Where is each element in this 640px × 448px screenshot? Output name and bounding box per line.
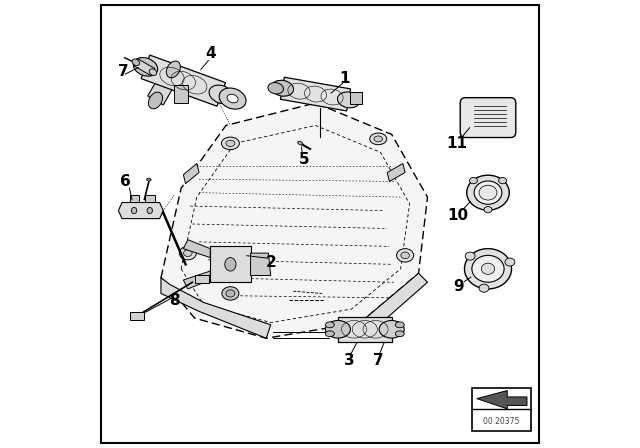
- Polygon shape: [184, 240, 210, 258]
- Ellipse shape: [396, 322, 404, 328]
- Ellipse shape: [374, 136, 383, 142]
- Ellipse shape: [481, 263, 495, 274]
- Ellipse shape: [325, 322, 334, 328]
- Bar: [472, 388, 531, 431]
- Ellipse shape: [149, 69, 157, 75]
- Text: 7: 7: [118, 64, 128, 79]
- Ellipse shape: [221, 137, 239, 150]
- Ellipse shape: [147, 207, 152, 214]
- Polygon shape: [175, 85, 188, 103]
- Text: 1: 1: [339, 71, 350, 86]
- Polygon shape: [145, 195, 155, 202]
- Ellipse shape: [166, 61, 180, 78]
- Polygon shape: [161, 103, 428, 338]
- Ellipse shape: [148, 92, 163, 109]
- FancyBboxPatch shape: [460, 98, 516, 138]
- Ellipse shape: [465, 249, 511, 289]
- Ellipse shape: [474, 181, 502, 204]
- Polygon shape: [280, 77, 351, 111]
- Polygon shape: [338, 317, 392, 342]
- Ellipse shape: [271, 80, 294, 96]
- Text: 2: 2: [266, 254, 276, 270]
- Bar: [130, 312, 144, 320]
- Polygon shape: [130, 195, 140, 202]
- Polygon shape: [148, 65, 181, 105]
- Polygon shape: [134, 59, 155, 76]
- Polygon shape: [161, 278, 271, 338]
- Ellipse shape: [479, 185, 497, 200]
- Text: 5: 5: [299, 151, 310, 167]
- Ellipse shape: [337, 92, 360, 108]
- Ellipse shape: [484, 207, 492, 213]
- Ellipse shape: [209, 85, 234, 104]
- Polygon shape: [141, 55, 225, 106]
- Ellipse shape: [469, 177, 477, 184]
- Text: 8: 8: [169, 293, 180, 308]
- Polygon shape: [210, 246, 251, 282]
- Ellipse shape: [227, 94, 238, 103]
- Ellipse shape: [467, 175, 509, 210]
- Ellipse shape: [179, 246, 196, 260]
- Ellipse shape: [222, 287, 239, 300]
- Polygon shape: [477, 391, 527, 409]
- Ellipse shape: [472, 255, 504, 282]
- Polygon shape: [360, 273, 428, 334]
- Text: 4: 4: [205, 46, 216, 61]
- Ellipse shape: [133, 57, 157, 76]
- Ellipse shape: [226, 140, 235, 146]
- Ellipse shape: [465, 252, 475, 260]
- Ellipse shape: [325, 320, 351, 338]
- Ellipse shape: [379, 320, 404, 338]
- Polygon shape: [351, 92, 362, 104]
- Ellipse shape: [479, 284, 489, 292]
- Ellipse shape: [184, 250, 192, 256]
- Ellipse shape: [325, 331, 334, 337]
- Ellipse shape: [401, 252, 410, 259]
- Ellipse shape: [220, 88, 246, 109]
- Text: 6: 6: [120, 174, 131, 189]
- Polygon shape: [251, 253, 271, 276]
- Ellipse shape: [505, 258, 515, 266]
- Ellipse shape: [396, 331, 404, 337]
- Text: 11: 11: [446, 136, 467, 151]
- Ellipse shape: [131, 207, 137, 214]
- Ellipse shape: [370, 133, 387, 145]
- Polygon shape: [184, 164, 199, 184]
- Ellipse shape: [132, 59, 140, 65]
- Polygon shape: [387, 164, 405, 181]
- Ellipse shape: [397, 249, 413, 262]
- Ellipse shape: [226, 290, 235, 297]
- Ellipse shape: [268, 82, 284, 94]
- Text: 00 20375: 00 20375: [483, 417, 520, 426]
- Ellipse shape: [298, 141, 303, 145]
- Ellipse shape: [499, 177, 507, 184]
- Text: 3: 3: [344, 353, 355, 368]
- Ellipse shape: [225, 258, 236, 271]
- Polygon shape: [184, 271, 210, 289]
- Polygon shape: [118, 202, 163, 219]
- Text: 9: 9: [454, 279, 464, 294]
- Bar: [195, 275, 209, 283]
- Text: 10: 10: [447, 207, 468, 223]
- Text: 7: 7: [373, 353, 383, 368]
- Ellipse shape: [147, 178, 151, 181]
